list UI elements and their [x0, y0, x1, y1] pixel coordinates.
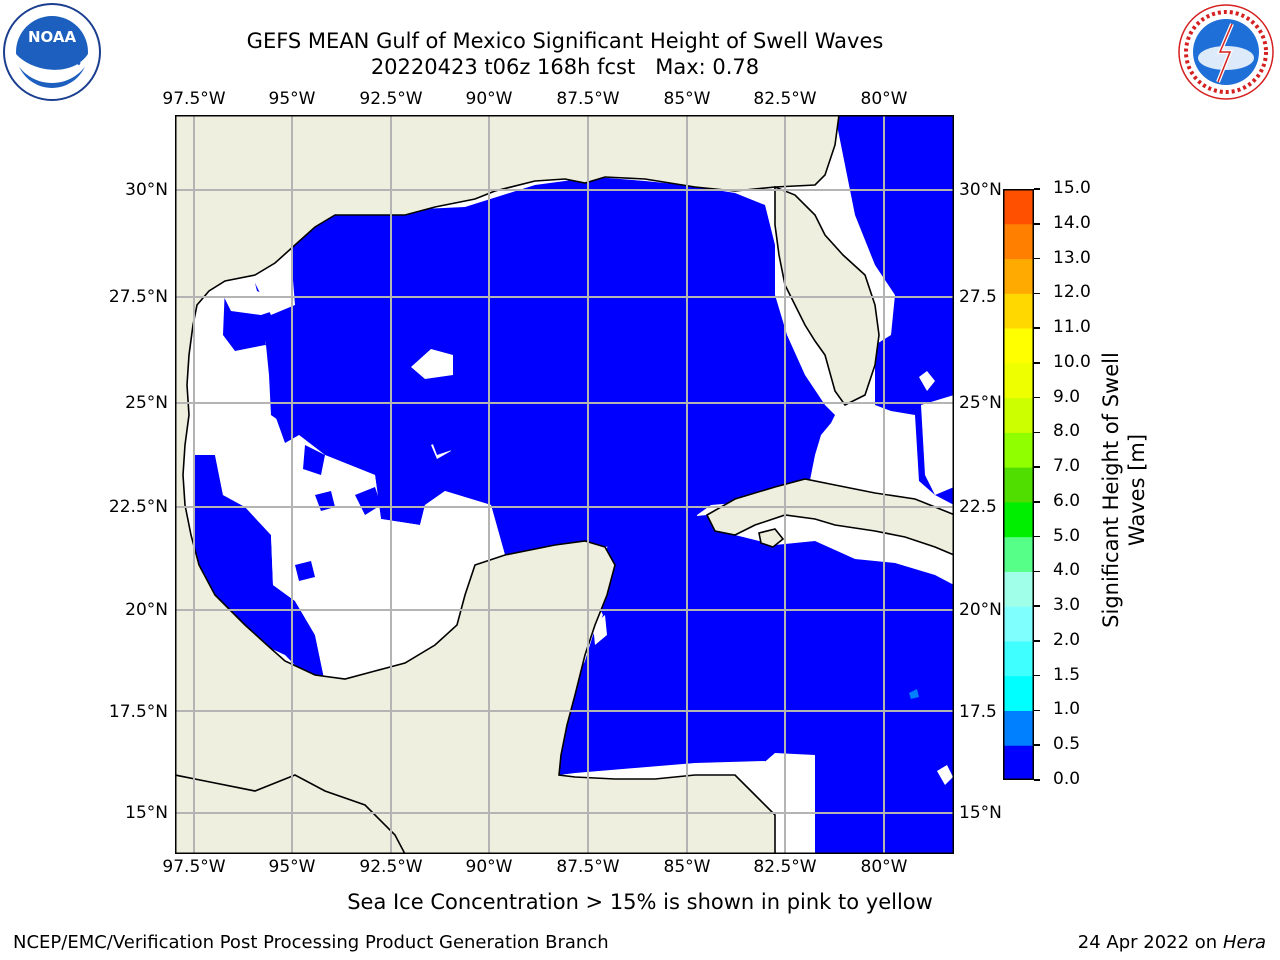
colorbar-tick-label: 13.0: [1053, 247, 1091, 268]
colorbar-tick-mark: [1034, 431, 1040, 434]
colorbar-segment: [1003, 258, 1034, 294]
lon-tick-bottom: 97.5°W: [162, 857, 226, 877]
colorbar-tick-label: 2.0: [1053, 629, 1081, 650]
lat-tick-right: 22.5: [959, 497, 997, 517]
colorbar-segment: [1003, 432, 1034, 468]
lon-tick-bottom: 90°W: [465, 857, 513, 877]
footer-right: 24 Apr 2022 on Hera: [1078, 932, 1266, 953]
lon-tick-top: 80°W: [860, 89, 908, 109]
colorbar-tick-mark: [1034, 257, 1040, 260]
colorbar-segment: [1003, 467, 1034, 503]
lon-tick-top: 85°W: [663, 89, 711, 109]
chart-title: GEFS MEAN Gulf of Mexico Significant Hei…: [246, 29, 884, 53]
colorbar-segment: [1003, 606, 1034, 642]
lat-tick-right: 20°N: [959, 600, 1002, 620]
lon-tick-bottom: 82.5°W: [753, 857, 817, 877]
colorbar-tick-mark: [1034, 535, 1040, 538]
lon-tick-top: 90°W: [465, 89, 513, 109]
footer-left: NCEP/EMC/Verification Post Processing Pr…: [13, 932, 609, 953]
lat-tick-left: 20°N: [125, 600, 168, 620]
colorbar-segment: [1003, 223, 1034, 260]
lon-tick-bottom: 92.5°W: [359, 857, 423, 877]
colorbar-tick-mark: [1034, 709, 1040, 712]
colorbar-tick-label: 15.0: [1053, 178, 1091, 198]
lon-tick-top: 87.5°W: [556, 89, 620, 109]
colorbar-tick-mark: [1034, 466, 1040, 468]
colorbar-tick-mark: [1034, 779, 1040, 781]
colorbar-tick-mark: [1034, 327, 1040, 329]
colorbar-tick-mark: [1034, 640, 1040, 642]
sea-ice-note: Sea Ice Concentration > 15% is shown in …: [0, 890, 1280, 914]
lat-tick-right: 30°N: [959, 180, 1002, 200]
lon-tick-bottom: 87.5°W: [556, 857, 620, 877]
colorbar-tick-mark: [1034, 223, 1040, 225]
lon-tick-bottom: 85°W: [663, 857, 711, 877]
noaa-logo-text: NOAA: [28, 28, 77, 46]
colorbar-tick-label: 6.0: [1053, 490, 1081, 511]
lat-tick-left: 25°N: [125, 393, 168, 413]
colorbar-tick-mark: [1034, 674, 1040, 677]
colorbar-label-text: Significant Height of Swell Waves [m]: [1099, 352, 1149, 628]
colorbar: [1003, 189, 1034, 781]
colorbar-tick-mark: [1034, 570, 1040, 573]
colorbar-tick-label: 14.0: [1053, 212, 1091, 233]
lat-tick-right: 27.5: [959, 287, 997, 307]
lat-tick-right: 15°N: [959, 803, 1002, 823]
lon-tick-bottom: 80°W: [860, 857, 908, 877]
lat-tick-left: 30°N: [125, 180, 168, 200]
colorbar-segment: [1003, 501, 1034, 538]
colorbar-tick-mark: [1034, 744, 1040, 746]
colorbar-segment: [1003, 710, 1034, 746]
lat-tick-right: 17.5: [959, 702, 997, 722]
colorbar-segment: [1003, 328, 1034, 364]
lon-tick-top: 97.5°W: [162, 89, 226, 109]
sea-ice-note-text: Sea Ice Concentration > 15% is shown in …: [347, 890, 933, 914]
colorbar-tick-label: 4.0: [1053, 560, 1081, 581]
chart-subtitle: 20220423 t06z 168h fcst Max: 0.78: [370, 55, 760, 79]
colorbar-tick-label: 7.0: [1053, 456, 1081, 477]
colorbar-segment: [1003, 189, 1034, 225]
colorbar-segment: [1003, 745, 1034, 781]
colorbar-tick-label: 0.5: [1053, 734, 1081, 755]
colorbar-segment: [1003, 536, 1034, 572]
colorbar-tick-label: 5.0: [1053, 525, 1081, 546]
colorbar-segment: [1003, 362, 1034, 399]
colorbar-tick-label: 10.0: [1053, 351, 1091, 372]
colorbar-tick-label: 1.0: [1053, 699, 1081, 720]
lat-tick-left: 27.5°N: [108, 287, 168, 307]
colorbar-tick-label: 11.0: [1053, 317, 1091, 338]
footer-date: 24 Apr 2022 on: [1077, 932, 1223, 953]
lon-tick-top: 92.5°W: [359, 89, 423, 109]
lat-tick-right: 25°N: [959, 393, 1002, 413]
colorbar-tick-mark: [1034, 605, 1040, 607]
colorbar-segment: [1003, 397, 1034, 433]
colorbar-tick-label: 0.0: [1053, 769, 1081, 789]
colorbar-tick-mark: [1034, 292, 1040, 295]
lat-tick-left: 15°N: [125, 803, 168, 823]
lon-tick-top: 95°W: [268, 89, 316, 109]
colorbar-tick-label: 9.0: [1053, 386, 1081, 407]
colorbar-tick-label: 8.0: [1053, 421, 1081, 442]
lat-tick-left: 22.5°N: [108, 497, 168, 517]
lat-tick-left: 17.5°N: [108, 702, 168, 722]
graticule: [175, 115, 954, 854]
footer-host: Hera: [1222, 932, 1266, 953]
colorbar-tick-mark: [1034, 396, 1040, 399]
noaa-logo: NOAA: [2, 2, 102, 102]
colorbar-segment: [1003, 640, 1034, 677]
colorbar-segment: [1003, 293, 1034, 329]
colorbar-tick-mark: [1034, 362, 1040, 364]
colorbar-segment: [1003, 675, 1034, 711]
colorbar-tick-label: 12.0: [1053, 282, 1091, 303]
colorbar-tick-mark: [1034, 501, 1040, 503]
colorbar-ticks: 0.0 0.5 1.0 1.5 2.0 3.0 4.0 5.0 6.0 7.0 8.0 9.0 10.0…: [1034, 178, 1104, 789]
lon-tick-top: 82.5°W: [753, 89, 817, 109]
map-plot-area: [174, 114, 956, 858]
colorbar-tick-label: 3.0: [1053, 595, 1081, 616]
colorbar-segment: [1003, 571, 1034, 607]
colorbar-tick-mark: [1034, 188, 1040, 190]
colorbar-tick-label: 1.5: [1053, 664, 1081, 685]
nws-logo: [1176, 2, 1278, 102]
lon-tick-bottom: 95°W: [268, 857, 316, 877]
